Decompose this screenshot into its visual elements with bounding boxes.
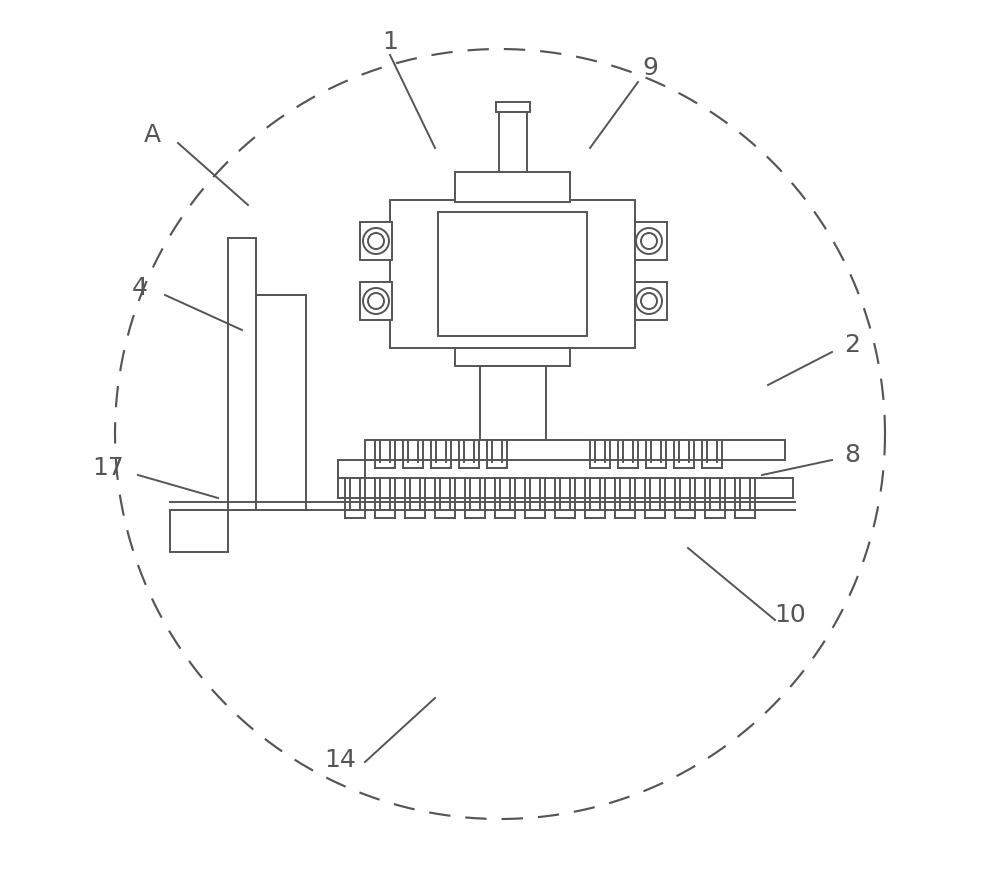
Text: 10: 10 [774,603,806,627]
Text: 9: 9 [642,56,658,80]
Bar [496,102,530,112]
Text: 1: 1 [382,30,398,54]
Bar [390,200,635,348]
Text: A: A [143,123,161,147]
Bar [360,222,392,260]
Bar [480,366,546,440]
Bar [360,282,392,320]
Text: 4: 4 [132,276,148,300]
Bar [170,510,228,552]
Bar [635,282,667,320]
Text: 2: 2 [844,333,860,357]
Bar [438,212,587,336]
Bar [635,222,667,260]
Text: 17: 17 [92,456,124,480]
Bar [455,172,570,202]
Bar [256,295,306,510]
Bar [365,440,785,460]
Bar [499,110,527,200]
Text: 8: 8 [844,443,860,467]
Bar [228,238,256,510]
Bar [455,348,570,366]
Text: 14: 14 [324,748,356,772]
Bar [338,478,793,498]
Bar [338,460,365,478]
